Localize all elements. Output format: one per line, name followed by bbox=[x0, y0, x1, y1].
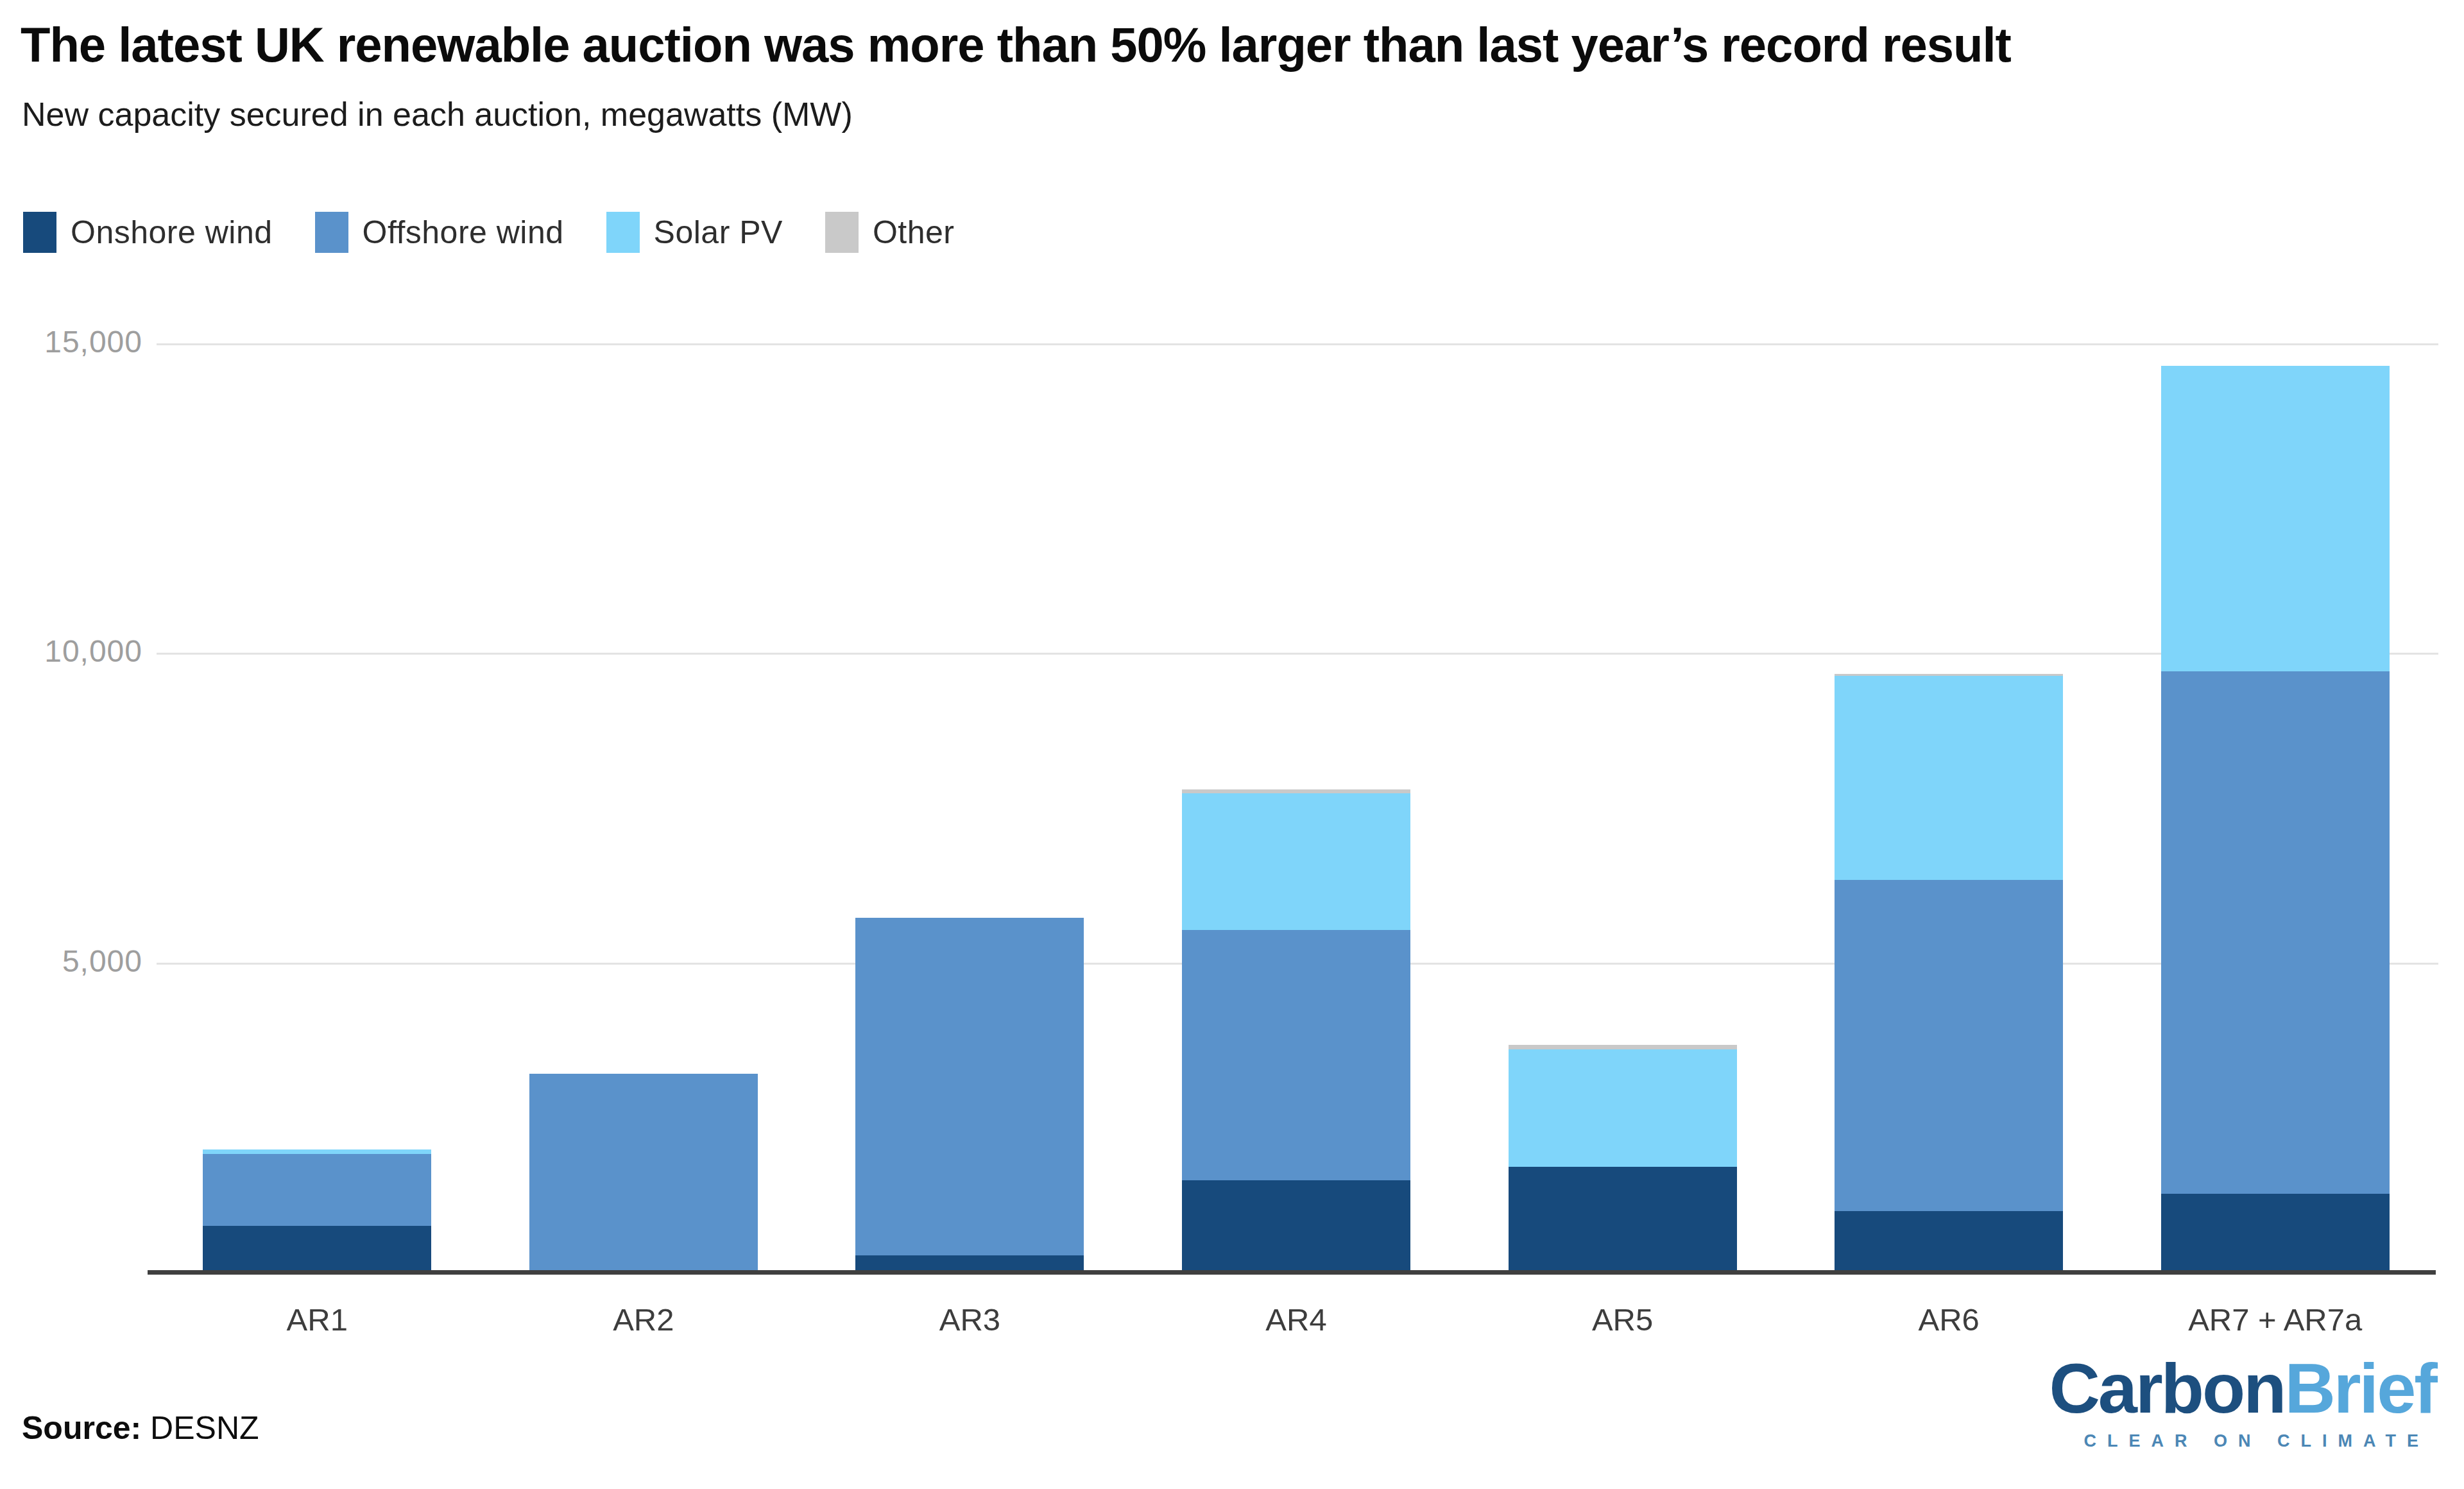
x-axis-label-ar2: AR2 bbox=[481, 1302, 807, 1338]
logo-carbon: Carbon bbox=[2049, 1348, 2284, 1427]
bar-segment-ar1-solar-pv bbox=[203, 1149, 431, 1154]
legend-item-onshore-wind: Onshore wind bbox=[23, 212, 273, 253]
stacked-bar-ar2 bbox=[529, 1074, 758, 1272]
legend: Onshore wind Offshore wind Solar PV Other bbox=[23, 212, 954, 253]
bar-segment-ar6-offshore-wind bbox=[1835, 880, 2063, 1211]
legend-item-solar-pv: Solar PV bbox=[606, 212, 783, 253]
source-value: DESNZ bbox=[150, 1410, 259, 1446]
x-axis-label-ar5: AR5 bbox=[1459, 1302, 1786, 1338]
bar-segment-ar4-other bbox=[1182, 789, 1410, 794]
x-axis-label-ar7-ar7a: AR7 + AR7a bbox=[2112, 1302, 2438, 1338]
logo-wordmark: CarbonBrief bbox=[2049, 1353, 2436, 1424]
legend-label: Onshore wind bbox=[71, 214, 273, 251]
x-axis-label-ar1: AR1 bbox=[154, 1302, 481, 1338]
logo-tagline: CLEAR ON CLIMATE bbox=[2049, 1433, 2436, 1450]
bar-segment-ar4-offshore-wind bbox=[1182, 930, 1410, 1181]
source-note: Source: DESNZ bbox=[22, 1409, 259, 1447]
carbonbrief-logo: CarbonBrief CLEAR ON CLIMATE bbox=[2049, 1353, 2436, 1450]
logo-brief: Brief bbox=[2284, 1348, 2436, 1427]
legend-swatch bbox=[23, 212, 56, 253]
bar-slot-ar2 bbox=[481, 343, 807, 1272]
bar-segment-ar5-onshore-wind bbox=[1509, 1167, 1737, 1272]
bar-slot-ar1 bbox=[154, 343, 481, 1272]
bar-segment-ar4-solar-pv bbox=[1182, 793, 1410, 929]
bar-segment-ar5-solar-pv bbox=[1509, 1049, 1737, 1167]
chart-title: The latest UK renewable auction was more… bbox=[21, 17, 2446, 73]
chart-subtitle: New capacity secured in each auction, me… bbox=[22, 95, 1947, 133]
bar-slot-ar3 bbox=[807, 343, 1133, 1272]
y-tick-label-15000: 15,000 bbox=[44, 324, 142, 359]
bar-segment-ar7-ar7a-onshore-wind bbox=[2161, 1194, 2390, 1273]
bar-segment-ar1-onshore-wind bbox=[203, 1226, 431, 1272]
bar-segment-ar7-ar7a-solar-pv bbox=[2161, 366, 2390, 672]
bar-segment-ar6-onshore-wind bbox=[1835, 1211, 2063, 1272]
legend-swatch bbox=[606, 212, 640, 253]
stacked-bar-ar6 bbox=[1835, 674, 2063, 1272]
bar-segment-ar1-offshore-wind bbox=[203, 1154, 431, 1226]
x-axis-label-ar4: AR4 bbox=[1133, 1302, 1460, 1338]
stacked-bar-ar4 bbox=[1182, 789, 1410, 1272]
bar-slot-ar4 bbox=[1133, 343, 1460, 1272]
bar-slot-ar6 bbox=[1786, 343, 2112, 1272]
bar-segment-ar2-offshore-wind bbox=[529, 1074, 758, 1272]
legend-swatch bbox=[825, 212, 859, 253]
bar-segment-ar4-onshore-wind bbox=[1182, 1180, 1410, 1272]
bars-layer bbox=[154, 343, 2438, 1272]
legend-label: Offshore wind bbox=[363, 214, 564, 251]
legend-label: Other bbox=[873, 214, 955, 251]
x-axis-category-labels: AR1AR2AR3AR4AR5AR6AR7 + AR7a bbox=[154, 1302, 2438, 1353]
chart-figure: The latest UK renewable auction was more… bbox=[0, 0, 2464, 1489]
source-label: Source: bbox=[22, 1410, 141, 1446]
y-tick-label-5000: 5,000 bbox=[62, 943, 142, 979]
bar-slot-ar7-ar7a bbox=[2112, 343, 2438, 1272]
legend-swatch bbox=[315, 212, 348, 253]
stacked-bar-ar3 bbox=[855, 918, 1084, 1272]
legend-item-other: Other bbox=[825, 212, 955, 253]
x-axis-label-ar6: AR6 bbox=[1786, 1302, 2112, 1338]
legend-item-offshore-wind: Offshore wind bbox=[315, 212, 564, 253]
x-axis-line bbox=[148, 1270, 2436, 1275]
stacked-bar-ar7-ar7a bbox=[2161, 366, 2390, 1272]
bar-segment-ar7-ar7a-offshore-wind bbox=[2161, 671, 2390, 1193]
x-axis-label-ar3: AR3 bbox=[807, 1302, 1133, 1338]
y-axis-tick-labels: 5,00010,00015,000 bbox=[0, 343, 142, 1272]
stacked-bar-ar5 bbox=[1509, 1045, 1737, 1272]
stacked-bar-ar1 bbox=[203, 1149, 431, 1272]
legend-label: Solar PV bbox=[654, 214, 783, 251]
bar-slot-ar5 bbox=[1459, 343, 1786, 1272]
bar-segment-ar6-solar-pv bbox=[1835, 676, 2063, 880]
y-tick-label-10000: 10,000 bbox=[44, 634, 142, 669]
bar-segment-ar3-offshore-wind bbox=[855, 918, 1084, 1255]
